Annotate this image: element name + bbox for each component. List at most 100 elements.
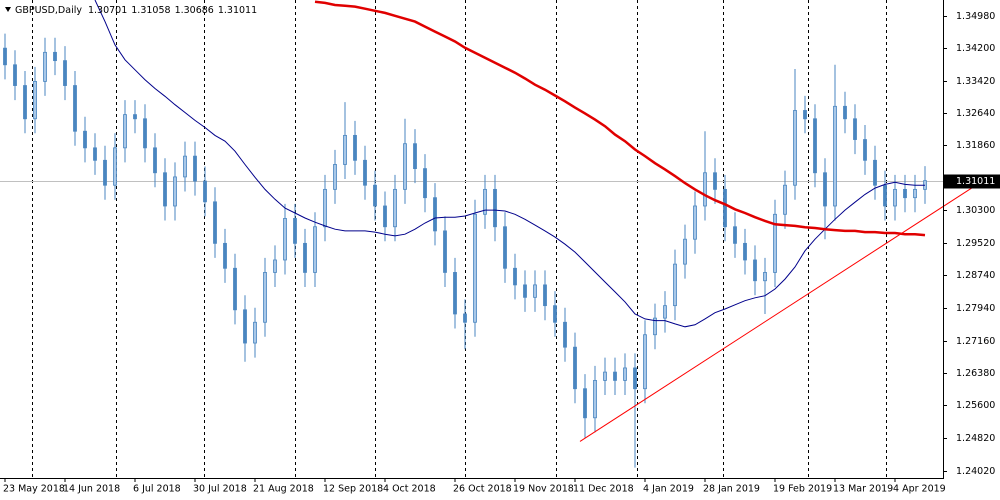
candle-body <box>863 139 867 161</box>
candle-body <box>713 172 717 190</box>
candle-body <box>283 218 287 261</box>
candle-body <box>353 134 357 161</box>
y-tick-label: 1.27160 <box>956 336 995 347</box>
month-grid <box>32 0 887 478</box>
menu-triangle[interactable] <box>5 7 11 12</box>
candle-body <box>813 118 817 174</box>
last-price-label: 1.31011 <box>956 176 995 187</box>
candle-body <box>443 230 447 273</box>
y-tick-label: 1.24820 <box>956 433 995 444</box>
candle-body <box>593 380 597 419</box>
candle-body <box>263 272 267 323</box>
candle-body <box>633 367 637 390</box>
x-tick-label: 6 Jul 2018 <box>133 484 181 495</box>
last-price-box <box>944 174 1000 189</box>
candle-body <box>63 60 67 86</box>
candle-body <box>653 317 657 336</box>
low-price: 1.30686 <box>175 5 214 16</box>
candle-body <box>313 226 317 273</box>
candle-body <box>253 321 257 344</box>
candle-body <box>33 80 37 120</box>
candle-body <box>273 259 277 273</box>
y-tick-label: 1.26380 <box>956 368 995 379</box>
candle-body <box>223 242 227 269</box>
high-price: 1.31058 <box>131 5 170 16</box>
x-tick-label: 12 Sep 2018 <box>323 484 383 495</box>
candle-body <box>733 226 737 244</box>
candle-body <box>693 205 697 240</box>
candle-body <box>173 176 177 207</box>
candle-body <box>153 147 157 174</box>
candle-body <box>873 159 877 186</box>
candle-body <box>113 147 117 186</box>
candle-body <box>103 159 107 186</box>
candle-body <box>403 143 407 190</box>
candle-body <box>303 242 307 273</box>
candle-body <box>643 334 647 390</box>
candle-body <box>53 51 57 62</box>
x-tick-label: 19 Feb 2019 <box>773 484 832 495</box>
candle-body <box>133 114 137 120</box>
plot <box>0 0 986 468</box>
candle-body <box>233 267 237 311</box>
candle-body <box>663 305 667 319</box>
candle-body <box>83 130 87 149</box>
candle-body <box>193 155 197 182</box>
candle-body <box>483 188 487 215</box>
candle-body <box>603 371 607 381</box>
candle-body <box>743 242 747 261</box>
candle-body <box>213 201 217 244</box>
candle-body <box>323 188 327 228</box>
candle-body <box>703 172 707 207</box>
y-tick-label: 1.24020 <box>956 466 995 477</box>
candle-body <box>23 85 27 120</box>
candle-body <box>893 188 897 207</box>
candle-body <box>903 188 907 199</box>
y-tick-label: 1.25600 <box>956 400 995 411</box>
candle-body <box>543 284 547 307</box>
candle-body <box>243 309 247 344</box>
candle-body <box>823 172 827 207</box>
y-tick-label: 1.28740 <box>956 270 995 281</box>
x-tick-label: 4 Apr 2019 <box>893 484 946 495</box>
candle-body <box>553 305 557 323</box>
moving-average <box>314 0 926 237</box>
candle-body <box>373 184 377 207</box>
candle-body <box>493 188 497 228</box>
candle-body <box>533 284 537 298</box>
candle-body <box>293 218 297 244</box>
candle-body <box>473 213 477 323</box>
trendline <box>579 178 986 442</box>
y-tick-label: 1.32640 <box>956 108 995 119</box>
open-price: 1.30701 <box>88 5 127 16</box>
candle-body <box>333 164 337 190</box>
candle-body <box>93 147 97 161</box>
candle-body <box>913 188 917 199</box>
candle-body <box>43 51 47 82</box>
candle-body <box>523 284 527 298</box>
candle-body <box>573 346 577 390</box>
candle-body <box>673 263 677 307</box>
x-tick-label: 4 Jan 2019 <box>643 484 694 495</box>
candle-body <box>883 184 887 207</box>
candle-body <box>503 226 507 269</box>
candle-body <box>423 168 427 199</box>
candle-body <box>513 267 517 286</box>
candle-body <box>833 105 837 207</box>
close-price: 1.31011 <box>218 5 257 16</box>
candle-body <box>383 205 387 228</box>
candle-body <box>613 371 617 381</box>
chart-header: GBPUSD,Daily 1.30701 1.31058 1.30686 1.31011 <box>15 5 257 16</box>
candle-body <box>763 272 767 282</box>
x-tick-label: 19 Nov 2018 <box>513 484 574 495</box>
candle-body <box>73 85 77 132</box>
candle-body <box>773 213 777 273</box>
candle-body <box>623 367 627 381</box>
x-tick-label: 14 Jun 2018 <box>63 484 120 495</box>
candle-body <box>183 155 187 178</box>
x-tick-label: 30 Jul 2018 <box>193 484 247 495</box>
candle-body <box>343 134 347 165</box>
